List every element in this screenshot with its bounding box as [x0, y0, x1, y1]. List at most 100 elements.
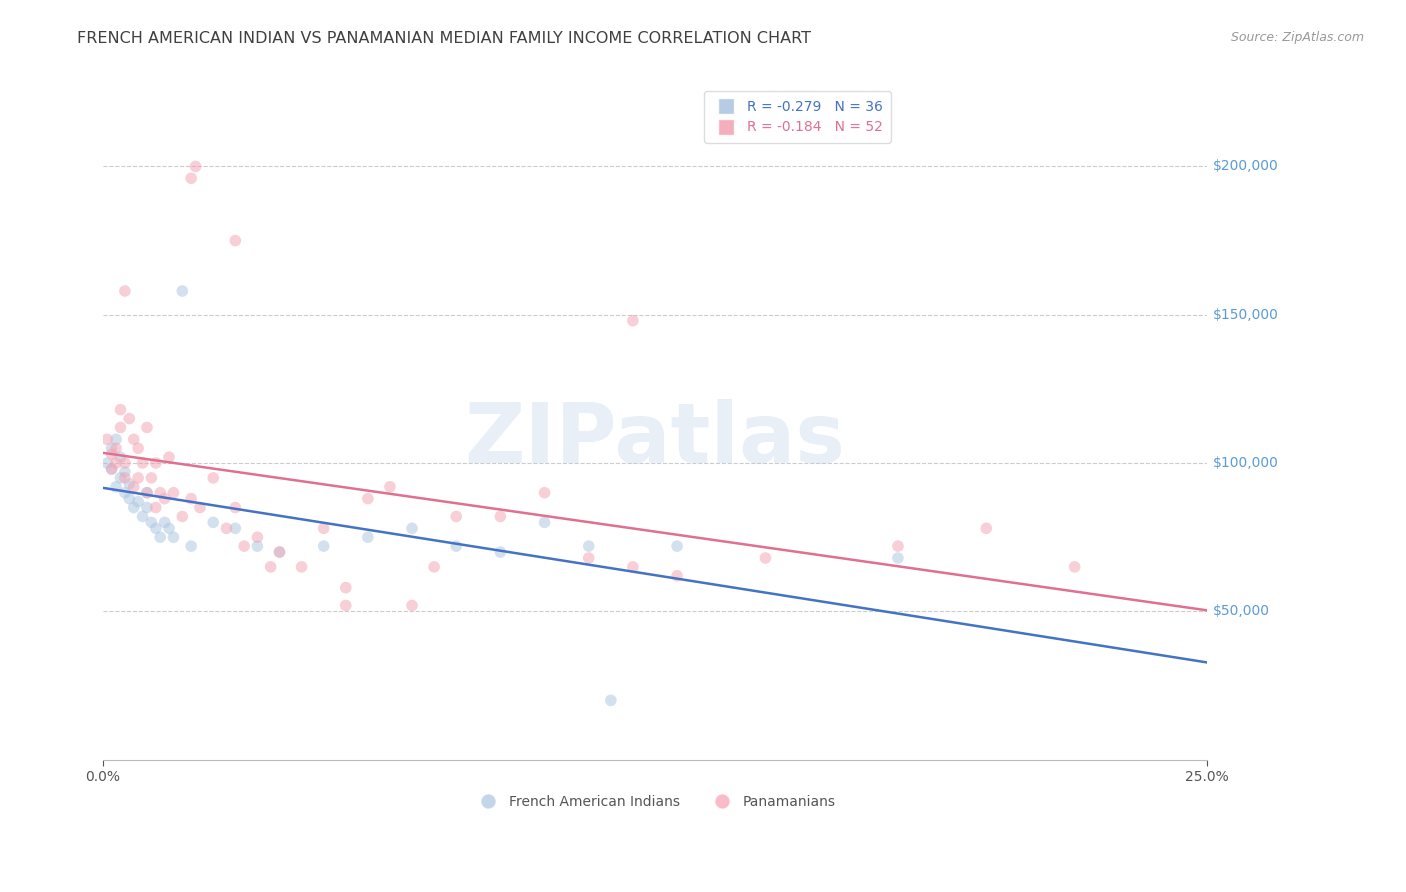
Point [162, 485, 184, 500]
Point [114, 471, 136, 485]
Point [172, 509, 194, 524]
Point [180, 539, 202, 553]
Point [118, 411, 141, 425]
Point [96, 433, 118, 447]
Point [105, 441, 128, 455]
Point [578, 551, 600, 566]
Point [401, 521, 423, 535]
Text: $100,000: $100,000 [1213, 456, 1278, 470]
Point [335, 581, 357, 595]
Point [105, 480, 128, 494]
Point [149, 530, 172, 544]
Point [188, 500, 211, 515]
Text: FRENCH AMERICAN INDIAN VS PANAMANIAN MEDIAN FAMILY INCOME CORRELATION CHART: FRENCH AMERICAN INDIAN VS PANAMANIAN MED… [77, 31, 811, 46]
Point [312, 521, 335, 535]
Point [131, 509, 153, 524]
Point [105, 456, 128, 470]
Point [180, 491, 202, 506]
Point [621, 560, 644, 574]
Point [184, 160, 207, 174]
Point [533, 516, 555, 530]
Point [110, 402, 132, 417]
Point [444, 509, 467, 524]
Text: Source: ZipAtlas.com: Source: ZipAtlas.com [1230, 31, 1364, 45]
Text: $50,000: $50,000 [1213, 605, 1270, 618]
Point [100, 462, 122, 476]
Point [145, 456, 167, 470]
Point [100, 462, 122, 476]
Point [172, 284, 194, 298]
Point [127, 471, 149, 485]
Legend: French American Indians, Panamanians: French American Indians, Panamanians [468, 789, 841, 814]
Point [621, 314, 644, 328]
Point [162, 530, 184, 544]
Point [122, 433, 145, 447]
Point [100, 441, 122, 455]
Point [114, 284, 136, 298]
Point [122, 500, 145, 515]
Point [269, 545, 291, 559]
Point [100, 447, 122, 461]
Point [118, 476, 141, 491]
Point [131, 456, 153, 470]
Point [114, 485, 136, 500]
Text: ZIPatlas: ZIPatlas [464, 399, 845, 480]
Point [599, 693, 621, 707]
Point [145, 521, 167, 535]
Point [291, 560, 314, 574]
Point [378, 480, 401, 494]
Point [180, 171, 202, 186]
Point [157, 450, 180, 464]
Point [246, 530, 269, 544]
Point [118, 491, 141, 506]
Point [887, 539, 910, 553]
Point [976, 521, 998, 535]
Point [666, 539, 689, 553]
Point [444, 539, 467, 553]
Point [149, 485, 172, 500]
Point [105, 433, 128, 447]
Point [578, 539, 600, 553]
Point [110, 420, 132, 434]
Point [136, 500, 159, 515]
Point [754, 551, 776, 566]
Point [489, 509, 512, 524]
Point [233, 539, 256, 553]
Point [887, 551, 910, 566]
Point [269, 545, 291, 559]
Point [215, 521, 238, 535]
Point [246, 539, 269, 553]
Point [357, 530, 380, 544]
Point [260, 560, 283, 574]
Point [127, 441, 149, 455]
Point [1063, 560, 1085, 574]
Point [423, 560, 446, 574]
Point [533, 485, 555, 500]
Point [136, 485, 159, 500]
Point [141, 471, 163, 485]
Point [489, 545, 512, 559]
Text: $150,000: $150,000 [1213, 308, 1278, 322]
Point [127, 494, 149, 508]
Point [202, 471, 225, 485]
Point [153, 516, 176, 530]
Point [224, 521, 246, 535]
Point [153, 491, 176, 506]
Point [401, 599, 423, 613]
Point [122, 480, 145, 494]
Point [666, 568, 689, 582]
Point [96, 456, 118, 470]
Point [136, 420, 159, 434]
Point [145, 500, 167, 515]
Point [136, 485, 159, 500]
Point [202, 516, 225, 530]
Point [312, 539, 335, 553]
Point [114, 465, 136, 479]
Point [335, 599, 357, 613]
Point [157, 521, 180, 535]
Point [141, 516, 163, 530]
Point [357, 491, 380, 506]
Point [110, 471, 132, 485]
Point [114, 456, 136, 470]
Text: $200,000: $200,000 [1213, 160, 1278, 173]
